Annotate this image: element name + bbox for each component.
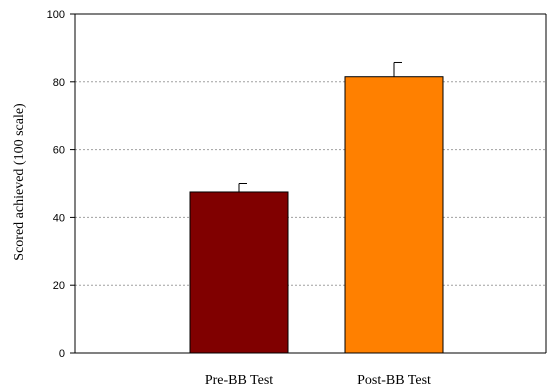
y-tick-label: 40 [53, 212, 65, 224]
y-tick-label: 60 [53, 145, 65, 157]
y-axis-title: Scored achieved (100 scale) [12, 103, 27, 261]
x-category-labels: Pre-BB Test Post-BB Test [205, 373, 431, 388]
y-tick-label: 20 [53, 280, 65, 292]
error-bars [238, 61, 402, 192]
bar [344, 76, 444, 354]
y-tick-labels: 0 20 40 60 80 100 [47, 9, 65, 360]
y-tick-label: 0 [59, 348, 65, 360]
y-tick-label: 100 [47, 9, 65, 21]
gridlines [75, 81, 546, 286]
bar [189, 191, 289, 354]
axes [70, 13, 547, 354]
bars [189, 76, 444, 354]
x-category-label: Post-BB Test [357, 373, 431, 388]
y-tick-label: 80 [53, 77, 65, 89]
x-category-label: Pre-BB Test [205, 373, 273, 388]
